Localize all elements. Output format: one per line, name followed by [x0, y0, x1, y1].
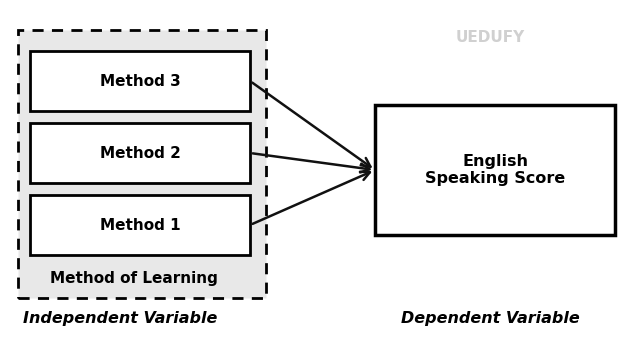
Text: Dependent Variable: Dependent Variable	[401, 311, 579, 326]
Text: UEDUFY: UEDUFY	[456, 30, 525, 45]
Text: Method 2: Method 2	[100, 146, 180, 161]
Text: Independent Variable: Independent Variable	[23, 311, 217, 326]
Text: Method 1: Method 1	[100, 218, 180, 233]
Bar	[375, 105, 615, 235]
Text: Method 3: Method 3	[100, 74, 180, 89]
Text: English
Speaking Score: English Speaking Score	[425, 154, 565, 186]
Bar	[30, 195, 250, 255]
Bar	[30, 51, 250, 111]
Bar	[18, 30, 266, 298]
Bar	[30, 123, 250, 183]
Text: Method of Learning: Method of Learning	[50, 270, 218, 285]
